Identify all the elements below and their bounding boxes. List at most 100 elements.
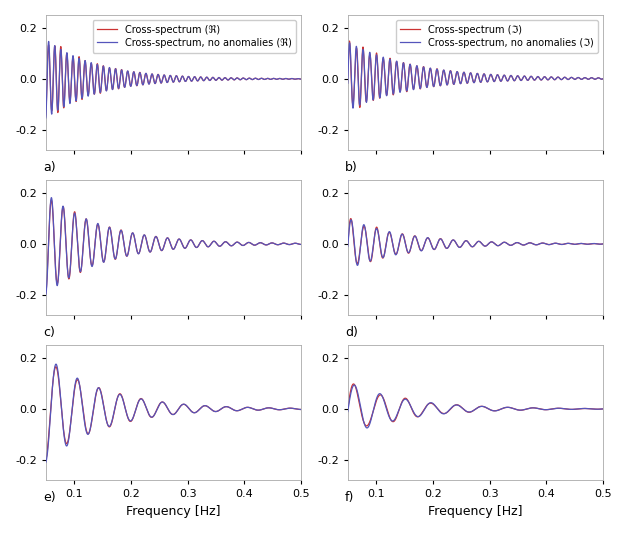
Line: Cross-spectrum, no anomalies (ℜ): Cross-spectrum, no anomalies (ℜ) [46,42,301,118]
Line: Cross-spectrum, no anomalies (ℑ): Cross-spectrum, no anomalies (ℑ) [348,385,603,428]
Cross-spectrum (ℜ) [71,209,79,216]
Cross-spectrum (ℑ) [567,75,574,81]
Cross-spectrum, no anomalies (ℑ) [442,245,450,251]
Cross-spectrum, no anomalies (ℑ) [567,240,574,247]
X-axis label: Frequency [Hz]: Frequency [Hz] [428,505,523,518]
Cross-spectrum, no anomalies (ℑ) [453,402,461,408]
Legend: Cross-spectrum (ℜ), Cross-spectrum, no anomalies (ℜ): Cross-spectrum (ℜ), Cross-spectrum, no a… [93,20,297,52]
Cross-spectrum, no anomalies (ℑ) [389,238,396,245]
Line: Cross-spectrum (ℜ): Cross-spectrum (ℜ) [46,367,301,460]
Cross-spectrum (ℜ) [293,76,300,82]
Cross-spectrum (ℑ) [599,406,607,412]
Cross-spectrum (ℑ) [344,242,352,248]
Cross-spectrum (ℑ) [345,38,353,44]
Cross-spectrum, no anomalies (ℜ) [87,252,94,259]
Cross-spectrum, no anomalies (ℜ) [45,38,53,45]
Cross-spectrum, no anomalies (ℑ) [346,39,354,46]
Cross-spectrum (ℜ) [42,114,50,120]
Cross-spectrum (ℑ) [344,406,352,413]
Cross-spectrum (ℜ) [42,290,50,296]
Cross-spectrum, no anomalies (ℑ) [442,77,450,84]
Cross-spectrum (ℜ) [140,79,147,85]
Cross-spectrum (ℑ) [373,224,381,231]
Cross-spectrum, no anomalies (ℜ) [71,86,79,93]
Cross-spectrum, no anomalies (ℜ) [42,459,50,466]
Cross-spectrum (ℜ) [293,406,300,412]
Line: Cross-spectrum (ℜ): Cross-spectrum (ℜ) [46,200,301,293]
Cross-spectrum, no anomalies (ℜ) [265,76,273,82]
Cross-spectrum (ℑ) [442,77,450,84]
Cross-spectrum, no anomalies (ℑ) [594,75,602,81]
Cross-spectrum (ℜ) [87,69,94,75]
Cross-spectrum, no anomalies (ℑ) [599,241,607,247]
Cross-spectrum (ℜ) [71,85,79,91]
Cross-spectrum (ℑ) [453,69,461,75]
Cross-spectrum (ℜ) [265,241,273,247]
Cross-spectrum (ℜ) [140,232,147,239]
Legend: Cross-spectrum (ℑ), Cross-spectrum, no anomalies (ℑ): Cross-spectrum (ℑ), Cross-spectrum, no a… [396,20,598,52]
Cross-spectrum (ℜ) [297,406,305,413]
Cross-spectrum, no anomalies (ℑ) [373,54,381,61]
Cross-spectrum, no anomalies (ℜ) [42,292,50,298]
Cross-spectrum, no anomalies (ℑ) [350,382,358,388]
Cross-spectrum, no anomalies (ℑ) [344,80,352,86]
Cross-spectrum, no anomalies (ℑ) [389,83,396,89]
Cross-spectrum, no anomalies (ℜ) [265,241,273,247]
Line: Cross-spectrum (ℜ): Cross-spectrum (ℜ) [46,45,301,117]
Cross-spectrum (ℜ) [151,410,159,417]
Cross-spectrum (ℜ) [71,384,79,390]
Cross-spectrum (ℜ) [297,76,305,82]
Cross-spectrum, no anomalies (ℑ) [344,243,352,249]
Text: e): e) [43,491,56,504]
Cross-spectrum (ℑ) [363,423,371,429]
Cross-spectrum, no anomalies (ℑ) [349,105,357,111]
Cross-spectrum, no anomalies (ℑ) [594,406,602,413]
Cross-spectrum, no anomalies (ℜ) [151,411,159,417]
Cross-spectrum (ℜ) [87,426,94,433]
Cross-spectrum (ℑ) [389,418,396,425]
Cross-spectrum, no anomalies (ℑ) [373,225,381,232]
Cross-spectrum, no anomalies (ℑ) [453,69,461,75]
Cross-spectrum (ℜ) [140,399,147,405]
Line: Cross-spectrum, no anomalies (ℜ): Cross-spectrum, no anomalies (ℜ) [46,198,301,295]
Text: d): d) [345,326,358,339]
X-axis label: Frequency [Hz]: Frequency [Hz] [126,505,221,518]
Cross-spectrum (ℑ) [594,406,602,413]
Cross-spectrum, no anomalies (ℜ) [71,211,79,217]
Line: Cross-spectrum, no anomalies (ℜ): Cross-spectrum, no anomalies (ℜ) [46,364,301,463]
Cross-spectrum, no anomalies (ℜ) [297,241,305,248]
Cross-spectrum, no anomalies (ℑ) [354,262,361,269]
Line: Cross-spectrum (ℑ): Cross-spectrum (ℑ) [348,219,603,264]
Cross-spectrum, no anomalies (ℜ) [48,195,55,201]
Cross-spectrum, no anomalies (ℜ) [297,76,305,82]
Cross-spectrum, no anomalies (ℜ) [140,232,147,238]
Cross-spectrum, no anomalies (ℜ) [140,399,147,405]
Cross-spectrum, no anomalies (ℜ) [151,235,159,241]
Cross-spectrum, no anomalies (ℑ) [442,410,450,416]
Cross-spectrum (ℑ) [354,261,361,267]
Cross-spectrum, no anomalies (ℑ) [373,394,381,400]
Cross-spectrum, no anomalies (ℑ) [453,241,461,248]
Cross-spectrum, no anomalies (ℑ) [389,418,396,424]
Cross-spectrum, no anomalies (ℜ) [293,406,300,412]
Cross-spectrum, no anomalies (ℜ) [140,79,147,86]
Cross-spectrum (ℑ) [389,238,396,245]
Cross-spectrum (ℑ) [356,104,364,111]
Cross-spectrum (ℑ) [373,53,381,59]
Cross-spectrum, no anomalies (ℑ) [363,425,371,431]
Cross-spectrum (ℑ) [344,78,352,85]
Cross-spectrum, no anomalies (ℜ) [42,115,50,121]
Cross-spectrum, no anomalies (ℜ) [87,68,94,75]
Cross-spectrum, no anomalies (ℜ) [265,405,273,411]
Cross-spectrum (ℜ) [52,364,60,370]
Cross-spectrum (ℑ) [442,245,450,251]
Cross-spectrum (ℜ) [297,241,305,248]
Cross-spectrum (ℑ) [389,83,396,90]
Cross-spectrum (ℜ) [151,80,159,87]
Cross-spectrum (ℑ) [442,410,450,416]
Cross-spectrum (ℜ) [151,235,159,241]
Cross-spectrum (ℜ) [265,76,273,82]
Cross-spectrum, no anomalies (ℑ) [567,75,574,81]
Cross-spectrum (ℑ) [567,406,574,413]
Cross-spectrum, no anomalies (ℑ) [594,241,602,247]
